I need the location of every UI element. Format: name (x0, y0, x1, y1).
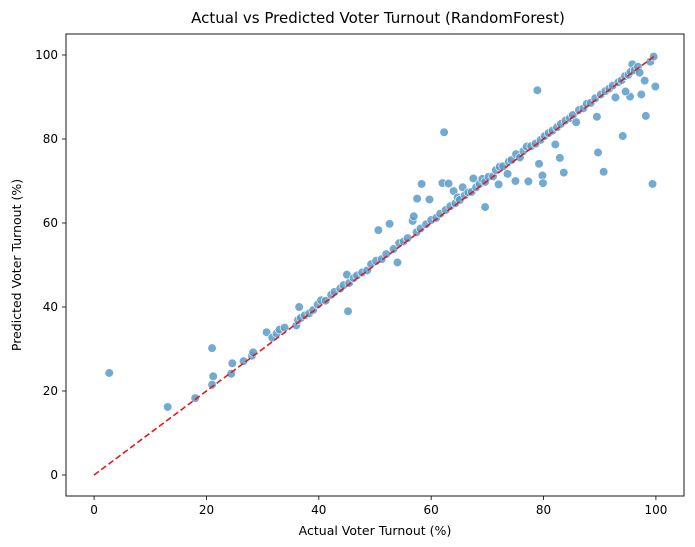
data-point (618, 131, 628, 141)
data-point (409, 211, 419, 221)
y-tick-label: 100 (35, 48, 58, 62)
data-point (439, 127, 449, 137)
data-point (279, 322, 290, 333)
data-point (480, 202, 490, 212)
y-tick-label: 80 (43, 132, 58, 146)
data-point (534, 159, 544, 169)
data-points (104, 52, 660, 412)
y-tick-label: 60 (43, 216, 58, 230)
data-point (443, 178, 454, 189)
data-point (343, 306, 353, 316)
data-point (261, 327, 272, 337)
data-point (238, 356, 249, 366)
data-point (555, 153, 565, 163)
x-tick-label: 0 (90, 503, 98, 517)
data-point (610, 92, 621, 103)
x-tick-label: 100 (644, 503, 667, 517)
data-point (550, 139, 560, 150)
data-point (599, 167, 609, 177)
data-point (190, 393, 200, 403)
data-point (510, 176, 521, 186)
y-tick-label: 40 (43, 300, 58, 314)
x-tick-label: 20 (199, 503, 214, 517)
data-point (392, 257, 403, 268)
y-tick-label: 0 (50, 468, 58, 482)
data-point (207, 343, 217, 353)
data-point (593, 147, 603, 158)
x-tick-label: 80 (536, 503, 551, 517)
data-point (635, 68, 645, 78)
data-point (385, 219, 395, 229)
data-point (647, 179, 658, 189)
data-point (502, 169, 513, 179)
y-tick-label: 20 (43, 384, 58, 398)
data-point (523, 176, 533, 187)
axes: 0 20 40 60 80 100 0 20 40 60 80 100 (35, 48, 667, 517)
data-point (208, 371, 218, 381)
data-point (559, 168, 569, 178)
data-point (412, 194, 422, 204)
data-point (417, 179, 427, 189)
data-point (538, 178, 548, 188)
data-point (494, 179, 504, 189)
data-point (163, 402, 173, 412)
data-point (640, 76, 650, 86)
data-point (424, 194, 435, 205)
data-point (320, 296, 331, 306)
data-point (388, 244, 399, 254)
data-point (650, 81, 660, 92)
x-axis-label: Actual Voter Turnout (%) (299, 523, 452, 538)
x-tick-label: 60 (424, 503, 439, 517)
plot-frame (65, 33, 685, 497)
data-point (620, 86, 631, 97)
data-point (468, 173, 478, 184)
data-point (373, 225, 383, 235)
data-point (592, 112, 602, 122)
x-tick-label: 40 (311, 503, 326, 517)
data-point (104, 368, 114, 378)
data-point (636, 89, 646, 100)
data-point (294, 302, 304, 312)
data-point (571, 117, 581, 127)
data-point (532, 85, 542, 95)
data-point (641, 111, 651, 121)
chart-title: Actual vs Predicted Voter Turnout (Rando… (191, 9, 565, 27)
data-point (227, 358, 237, 368)
y-axis-label: Predicted Voter Turnout (%) (9, 179, 24, 351)
